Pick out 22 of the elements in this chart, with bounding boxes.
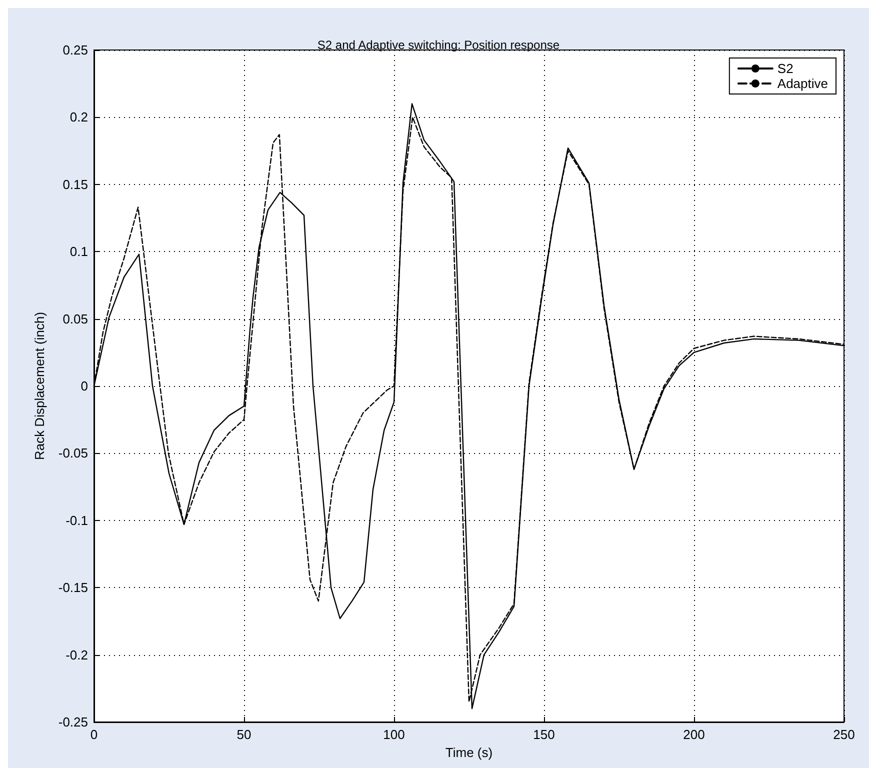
y-tick-label: 0.2 — [70, 110, 88, 125]
x-tick-label: 50 — [236, 727, 252, 742]
y-tick-label: -0.1 — [66, 512, 88, 528]
y-axis-title: Rack Displacement (inch) — [32, 312, 47, 460]
x-tick-label: 100 — [383, 727, 405, 742]
y-tick-label: 0.15 — [62, 176, 88, 192]
y-tick-label: -0.2 — [66, 647, 88, 662]
y-tick-label: -0.15 — [58, 580, 88, 596]
x-tick-label: 200 — [683, 727, 705, 742]
y-tick-label: -0.05 — [58, 446, 88, 461]
chart-title: S2 and Adaptive switching: Position response — [317, 38, 560, 52]
y-tick-label: -0.25 — [58, 714, 88, 730]
x-tick-label: 0 — [90, 727, 98, 742]
y-tick-label: 0.1 — [70, 244, 88, 260]
y-tick-label: 0.25 — [62, 42, 88, 58]
x-tick-label: 150 — [533, 727, 555, 742]
legend-label: Adaptive — [777, 76, 828, 91]
x-axis-title: Time (s) — [445, 744, 493, 760]
x-tick-label: 250 — [833, 727, 855, 742]
legend-label: S2 — [777, 61, 794, 76]
y-tick-label: 0.05 — [62, 311, 88, 326]
y-tick-label: 0 — [80, 378, 88, 394]
